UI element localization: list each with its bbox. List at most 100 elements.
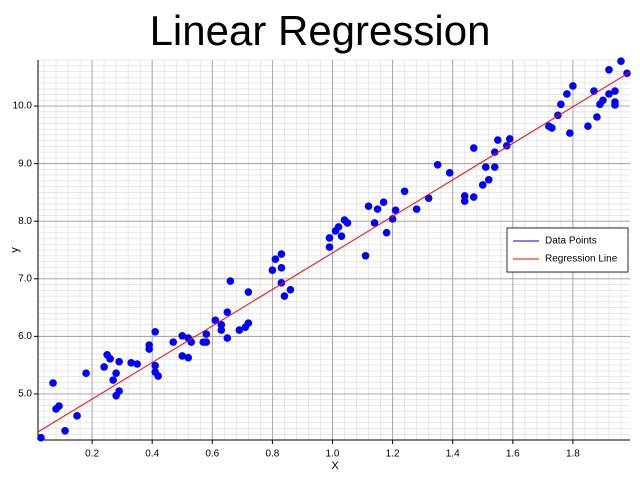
data-point [61, 426, 69, 435]
data-point [184, 353, 193, 362]
regression-line [37, 71, 631, 433]
data-point [211, 316, 220, 325]
data-point [277, 264, 286, 272]
data-point [569, 82, 577, 90]
data-point [100, 363, 108, 371]
y-tick-label: 7.0 [18, 273, 32, 284]
data-point [223, 308, 232, 316]
data-point [115, 387, 123, 395]
data-point [433, 160, 442, 169]
data-point [379, 198, 388, 207]
y-tick-label: 5.0 [18, 389, 32, 400]
data-point [617, 57, 625, 65]
data-point [445, 169, 454, 177]
data-point [391, 206, 400, 215]
data-point [217, 326, 226, 334]
data-point [73, 412, 81, 420]
x-tick-label: 1.8 [566, 449, 580, 460]
data-point [566, 129, 574, 137]
x-tick-label: 0.8 [265, 449, 279, 460]
data-point [115, 357, 123, 366]
data-point [490, 163, 499, 171]
data-point [280, 292, 289, 300]
data-point [611, 87, 619, 95]
data-point [364, 202, 373, 211]
data-point [268, 266, 277, 274]
data-point [469, 193, 478, 201]
data-point [154, 372, 163, 380]
data-point [505, 135, 514, 143]
data-point [593, 113, 601, 121]
x-axis-label: X [331, 460, 339, 472]
data-point [145, 341, 153, 349]
data-point [337, 232, 346, 240]
x-tick-label: 0.4 [145, 449, 159, 460]
data-point [412, 205, 421, 213]
data-point [127, 359, 135, 367]
data-point [244, 288, 253, 296]
data-point [469, 144, 478, 152]
data-point [82, 369, 90, 378]
x-tick-label: 1.0 [326, 449, 340, 460]
data-point [286, 285, 295, 294]
y-tick-label: 10.0 [13, 101, 33, 112]
x-tick-label: 0.2 [85, 449, 99, 460]
data-point [187, 338, 196, 346]
x-tick-label: 0.6 [205, 449, 219, 460]
data-point [382, 228, 391, 237]
data-point [493, 136, 502, 144]
data-point [37, 433, 45, 442]
data-point [343, 219, 352, 227]
data-point [109, 376, 117, 384]
data-point [557, 100, 565, 109]
legend-label: Regression Line [545, 254, 618, 265]
data-point [169, 338, 178, 346]
data-point [223, 334, 232, 342]
legend-label: Data Points [545, 236, 597, 247]
data-point [151, 327, 159, 336]
data-point [178, 331, 187, 340]
data-point [460, 197, 469, 205]
data-point [202, 338, 211, 346]
y-tick-label: 8.0 [18, 216, 32, 227]
data-point [55, 402, 63, 410]
data-point [271, 255, 280, 264]
data-point [370, 219, 379, 227]
data-point [106, 355, 114, 363]
data-point [611, 98, 619, 106]
data-point [325, 234, 334, 242]
data-point [202, 330, 211, 338]
data-point [484, 175, 493, 184]
y-tick-label: 6.0 [18, 331, 32, 342]
data-point [563, 90, 571, 98]
data-point [133, 360, 141, 368]
x-tick-label: 1.4 [446, 449, 460, 460]
data-point [112, 369, 120, 378]
data-point [478, 181, 487, 189]
legend-box [506, 227, 629, 273]
x-tick-label: 1.2 [386, 449, 400, 460]
data-point [599, 96, 607, 105]
data-point [151, 361, 159, 370]
data-point [334, 223, 343, 231]
y-axis-label: y [9, 247, 21, 253]
chart-title: Linear Regression [150, 7, 491, 54]
data-point [178, 352, 187, 360]
data-point [605, 90, 613, 98]
x-tick-label: 1.6 [506, 449, 520, 460]
data-point [325, 243, 334, 251]
data-point [548, 124, 556, 132]
data-point [49, 379, 57, 387]
data-point [400, 187, 409, 196]
data-point [361, 251, 370, 260]
data-point [277, 250, 286, 258]
y-tick-label: 9.0 [18, 158, 32, 169]
data-point [235, 326, 244, 334]
data-point [481, 163, 490, 171]
data-point [373, 205, 382, 213]
data-point [490, 148, 499, 156]
data-point [244, 319, 253, 327]
data-point [226, 277, 235, 285]
data-point [424, 194, 433, 202]
